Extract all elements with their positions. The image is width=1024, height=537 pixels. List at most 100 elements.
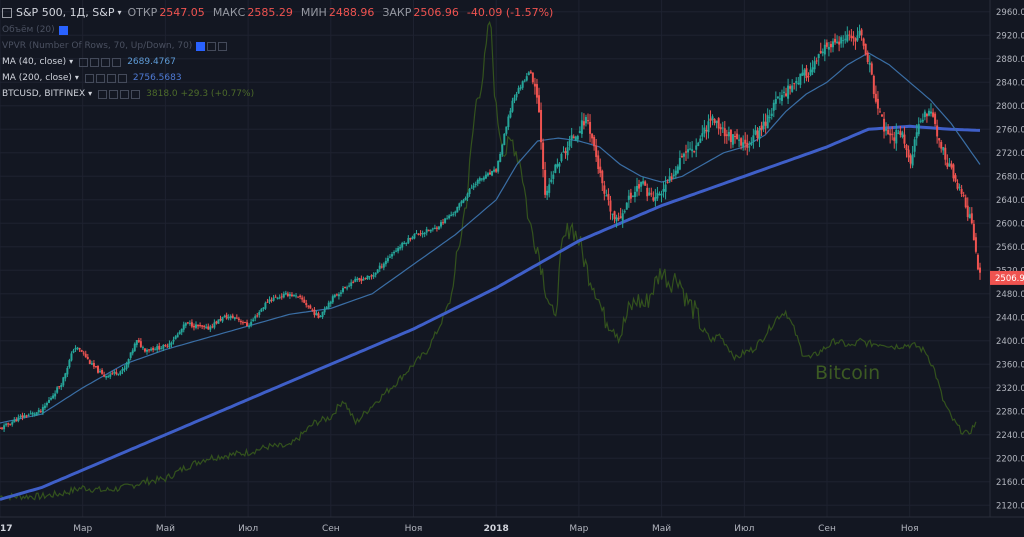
candle-body <box>462 199 465 203</box>
y-axis[interactable]: 2120.00 2160.00 2200.00 2240.00 2280.00 2320.… <box>989 0 1024 537</box>
candle-body <box>90 363 93 365</box>
ma200-line <box>0 124 981 501</box>
candle-body <box>207 326 210 330</box>
close-icon[interactable] <box>120 89 130 99</box>
candle-body <box>452 213 455 215</box>
more-icon[interactable] <box>117 73 127 83</box>
volume-label[interactable]: Объём (20) <box>2 25 55 35</box>
x-tick-label: Ноя <box>901 524 919 534</box>
candle-body <box>976 254 979 270</box>
symbol-title[interactable]: S&P 500, 1Д, S&P <box>16 6 115 19</box>
x-axis-background <box>0 517 1024 537</box>
candle-body <box>723 128 726 137</box>
candle-body <box>131 350 134 354</box>
eye-icon[interactable] <box>84 73 94 83</box>
x-tick-label: Июл <box>734 524 754 534</box>
candle-body <box>358 278 361 280</box>
chart-type-icon[interactable] <box>2 8 12 18</box>
candle-body <box>936 125 939 137</box>
candle-body <box>858 30 861 36</box>
open-value: 2547.05 <box>159 6 205 19</box>
candle-body <box>962 195 965 197</box>
more-icon[interactable] <box>112 57 122 67</box>
close-icon[interactable] <box>101 57 111 67</box>
candle-body <box>517 88 520 94</box>
settings-icon[interactable] <box>207 41 217 51</box>
close-label: ЗАКР <box>382 6 412 19</box>
legend: S&P 500, 1Д, S&P ▾ ОТКР 2547.05 МАКС 258… <box>2 4 561 102</box>
ma40-label[interactable]: MA (40, close) <box>2 57 67 67</box>
candle-body <box>23 415 26 418</box>
candle-body <box>734 136 736 138</box>
candle-body <box>92 362 95 367</box>
btc-label[interactable]: BTCUSD, BITFINEX <box>2 89 86 99</box>
candle-body <box>533 83 536 87</box>
candle-body <box>582 121 585 126</box>
eye-icon[interactable] <box>196 41 206 51</box>
candle-body <box>219 318 222 321</box>
candle-body <box>252 319 255 321</box>
y-tick-label: 2720.00 <box>996 149 1024 159</box>
candle-body <box>670 176 673 179</box>
candle-body <box>913 139 916 152</box>
candle-body <box>695 145 698 150</box>
ma200-label[interactable]: MA (200, close) <box>2 73 72 83</box>
chevron-down-icon[interactable]: ▾ <box>117 8 122 17</box>
candle-body <box>497 160 500 172</box>
x-tick-label: 2017 <box>0 524 13 534</box>
y-tick-label: 2200.00 <box>996 454 1024 464</box>
candle-body <box>919 120 922 122</box>
candle-body <box>827 46 830 50</box>
chevron-down-icon[interactable]: ▾ <box>69 57 74 66</box>
candle-body <box>795 80 798 84</box>
candle-body <box>448 215 451 219</box>
candle-body <box>956 182 959 189</box>
candle-body <box>785 93 788 96</box>
candle-body <box>107 376 110 378</box>
candle-body <box>707 121 710 133</box>
y-tick-label: 2320.00 <box>996 384 1024 394</box>
candle-body <box>421 233 424 235</box>
eye-icon[interactable] <box>58 25 68 35</box>
candle-body <box>727 131 730 137</box>
close-icon[interactable] <box>218 41 228 51</box>
more-icon[interactable] <box>131 89 141 99</box>
candle-body <box>789 86 792 89</box>
candle-body <box>176 334 179 338</box>
eye-icon[interactable] <box>98 89 108 99</box>
eye-icon[interactable] <box>79 57 89 67</box>
x-axis[interactable]: 2017 Мар Май Июл Сен Ноя 2018 Мар Май Июл Сен Ноя <box>0 516 1024 537</box>
candle-body <box>685 151 687 153</box>
candle-body <box>174 336 177 340</box>
candle-body <box>644 181 647 186</box>
settings-icon[interactable] <box>90 57 100 67</box>
candle-body <box>713 118 716 123</box>
candle-body <box>580 120 583 135</box>
candle-body <box>705 129 708 132</box>
candle-body <box>21 415 24 418</box>
last-price-label: 2506.96 <box>995 274 1024 284</box>
candle-body <box>889 133 892 136</box>
candle-body <box>78 348 81 350</box>
candle-body <box>901 132 904 138</box>
candle-body <box>213 322 216 328</box>
candle-body <box>284 292 287 295</box>
settings-icon[interactable] <box>109 89 119 99</box>
candle-body <box>325 307 328 309</box>
close-icon[interactable] <box>106 73 116 83</box>
candle-body <box>619 216 622 219</box>
candle-body <box>468 189 471 195</box>
chevron-down-icon[interactable]: ▾ <box>74 73 79 82</box>
chevron-down-icon[interactable]: ▾ <box>88 89 93 98</box>
vpvr-label[interactable]: VPVR (Number Of Rows, 70, Up/Down, 70) <box>2 41 193 51</box>
candle-body <box>401 242 404 248</box>
candle-body <box>429 229 432 232</box>
candle-body <box>658 194 661 196</box>
candle-body <box>680 155 683 158</box>
settings-icon[interactable] <box>95 73 105 83</box>
candle-body <box>362 279 365 281</box>
ma200-series <box>0 124 981 501</box>
candle-body <box>105 375 108 378</box>
candle-body <box>356 278 359 281</box>
